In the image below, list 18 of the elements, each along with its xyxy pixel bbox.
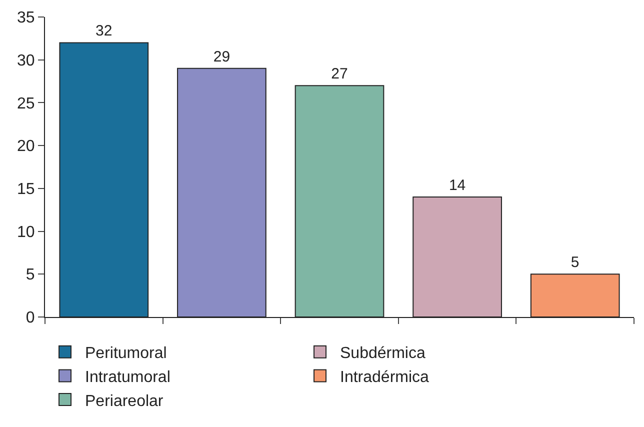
data-label: 29 <box>213 48 230 66</box>
legend-label: Intradérmica <box>340 368 430 386</box>
y-tick-label: 25 <box>17 95 35 112</box>
data-label: 14 <box>448 177 466 194</box>
y-tick-label: 20 <box>17 138 35 156</box>
y-tick-label: 35 <box>17 10 35 27</box>
legend-label: Intratumoral <box>85 368 170 386</box>
y-tick-label: 15 <box>17 181 35 198</box>
y-tick-label: 10 <box>17 224 35 241</box>
legend-label: Peritumoral <box>85 345 167 362</box>
legend-label: Periareolar <box>85 392 164 410</box>
y-tick-label: 5 <box>26 266 35 284</box>
legend-label: Subdérmica <box>340 345 426 362</box>
data-label: 5 <box>570 254 580 272</box>
y-tick-label: 0 <box>26 310 35 327</box>
data-label: 32 <box>96 22 112 40</box>
data-label: 27 <box>331 66 348 83</box>
y-tick-label: 30 <box>17 52 35 70</box>
